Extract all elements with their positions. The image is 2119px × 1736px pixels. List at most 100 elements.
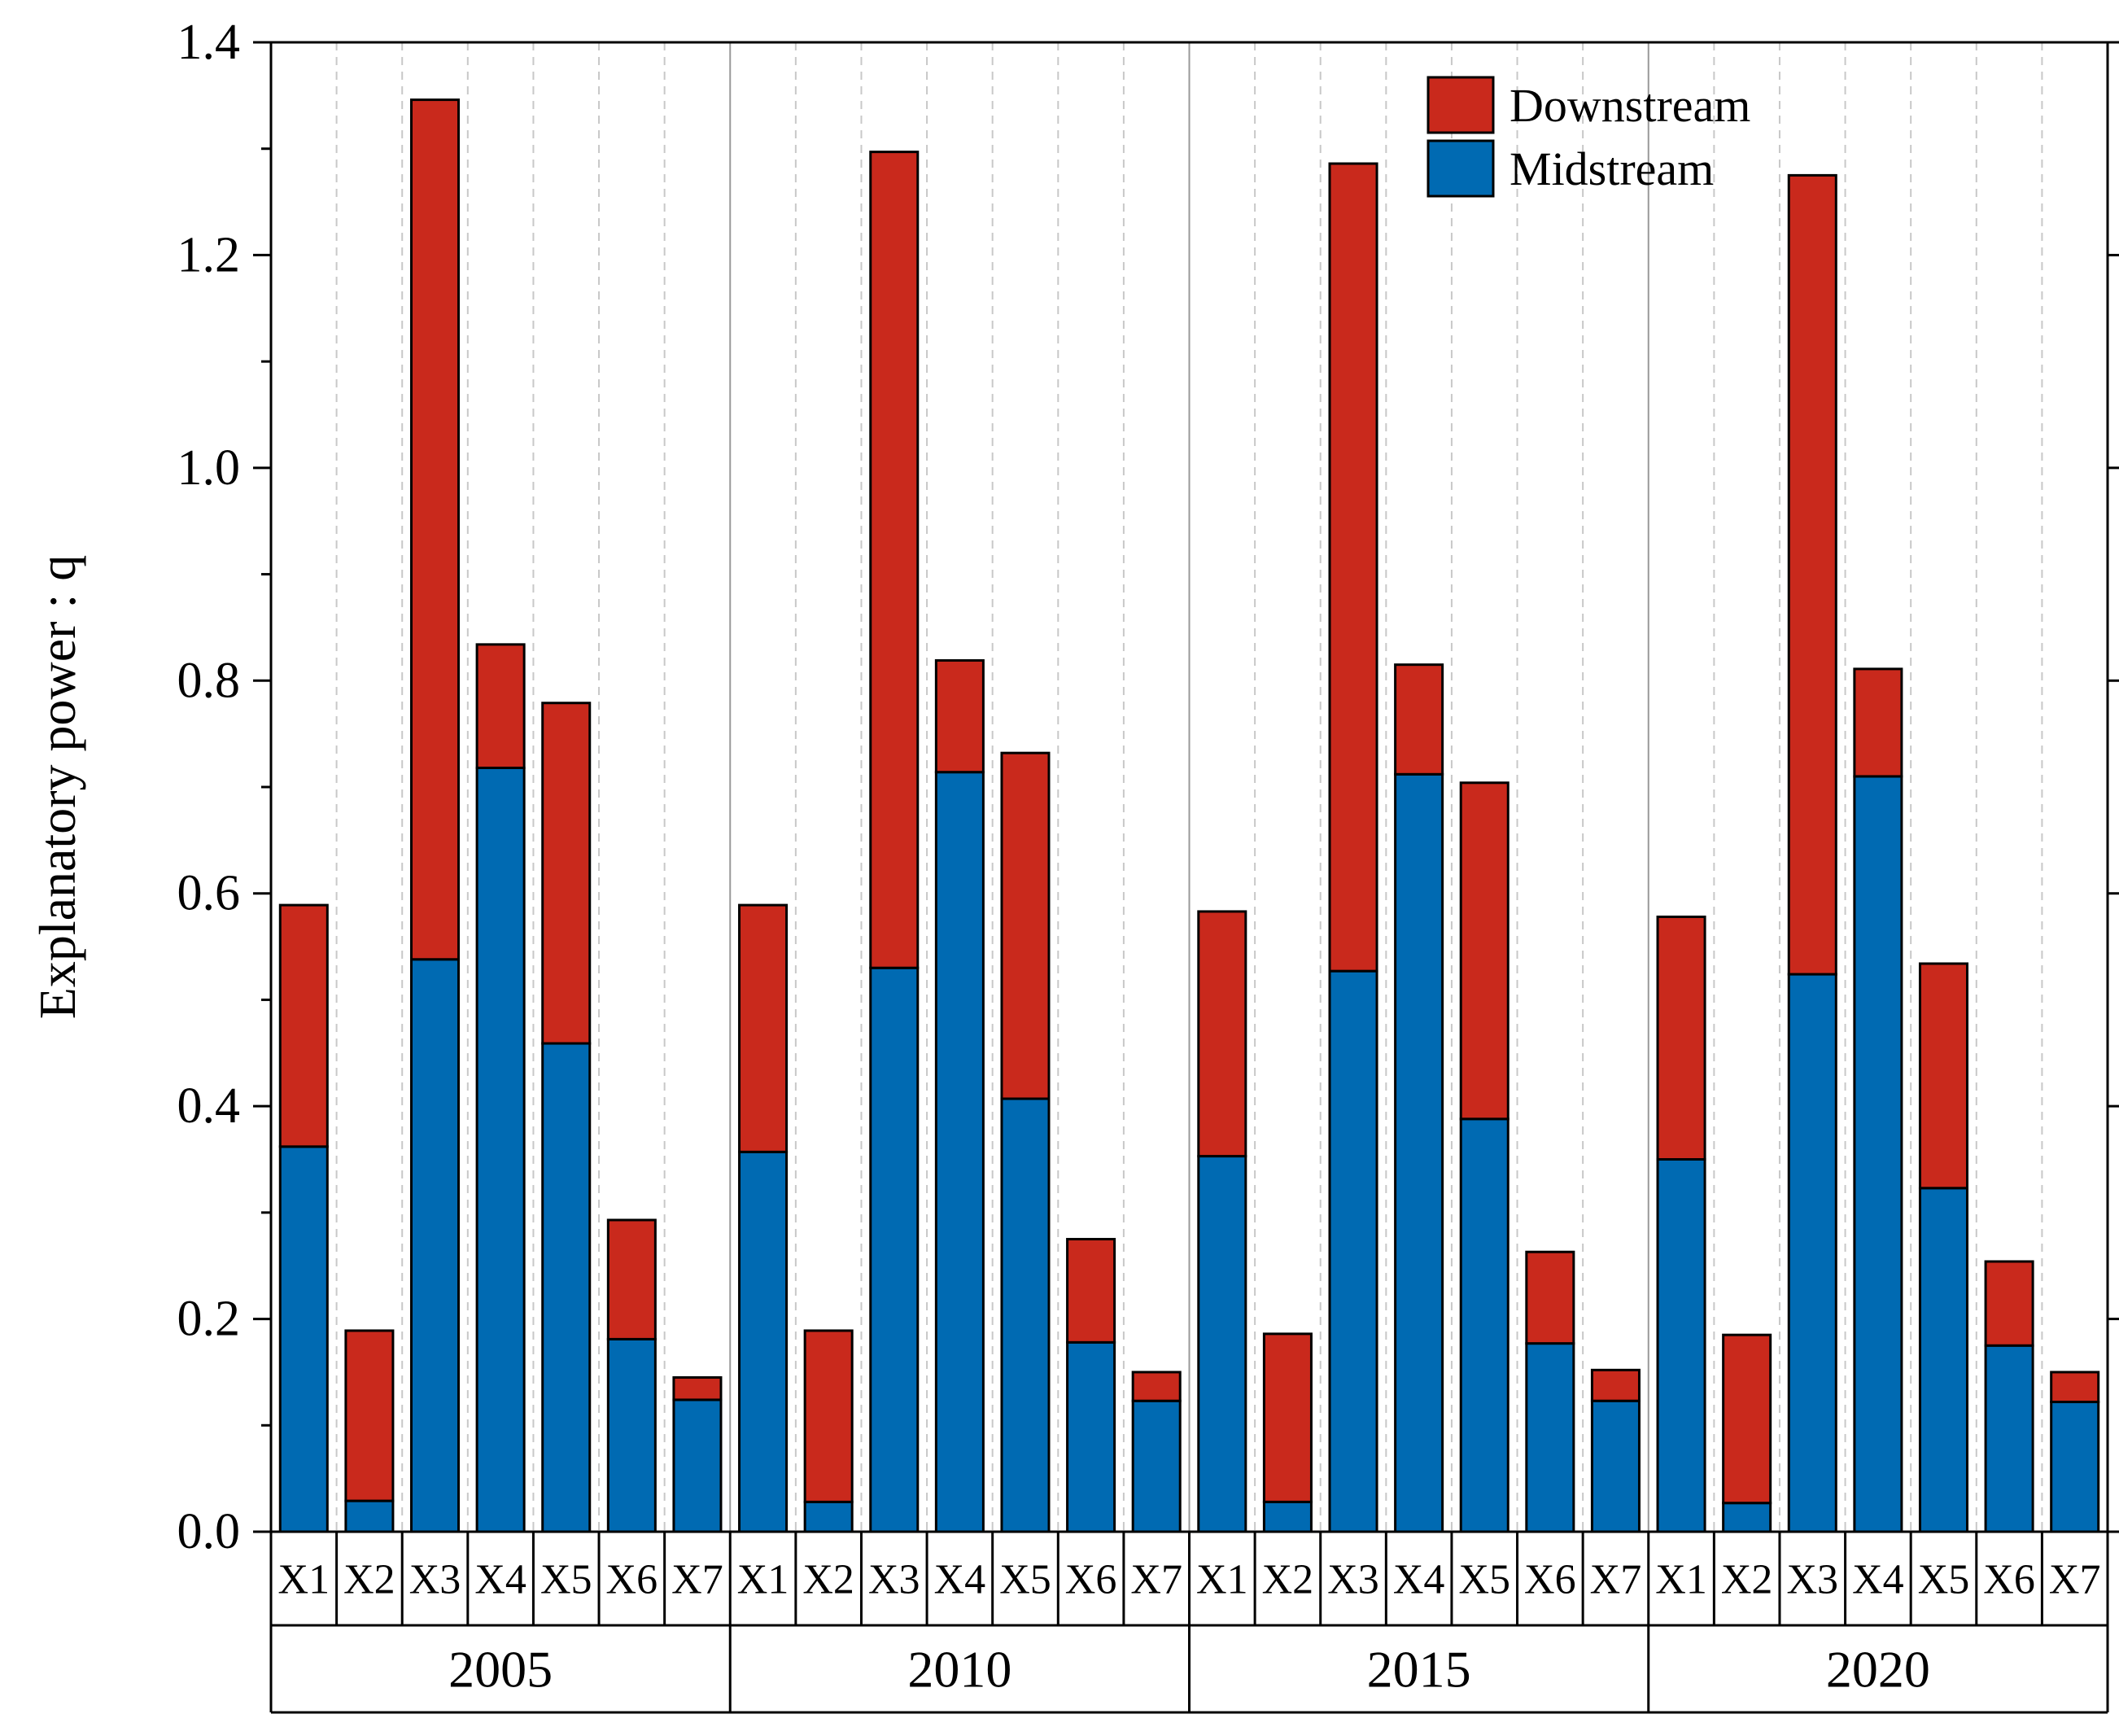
bar-midstream-2010-X6 [1066,1340,1116,1533]
legend: Downstream Midstream [1427,76,1750,198]
bar-midstream-2010-X2 [803,1500,854,1533]
bar-midstream-2015-X7 [1590,1399,1641,1533]
y-tick-label: 0.6 [177,866,241,921]
bar-downstream-2020-X2 [1722,1333,1772,1505]
bar-midstream-2015-X2 [1262,1500,1313,1533]
category-label: X6 [1983,1557,2035,1603]
bar-downstream-2010-X4 [934,658,985,774]
bar-midstream-2005-X7 [672,1398,723,1533]
bar-midstream-2015-X6 [1525,1342,1575,1533]
category-label: X7 [671,1557,723,1603]
bar-midstream-2020-X5 [1918,1187,1969,1533]
bar-downstream-2020-X5 [1918,962,1969,1190]
bar-downstream-2005-X2 [344,1329,395,1502]
bar-downstream-2020-X4 [1853,667,1903,778]
category-label: X2 [343,1557,395,1603]
group-label: 2010 [907,1641,1011,1699]
category-label: X1 [1655,1557,1707,1603]
axes [253,41,2119,1714]
category-label: X3 [409,1557,461,1603]
category-label: X2 [1262,1557,1314,1603]
bar-midstream-2020-X3 [1787,973,1837,1533]
group-label: 2020 [1826,1641,1930,1699]
bar-midstream-2010-X4 [934,771,985,1533]
bar-midstream-2020-X7 [2050,1401,2100,1533]
bar-midstream-2005-X5 [541,1042,592,1533]
bar-midstream-2015-X3 [1328,969,1378,1533]
legend-label-midstream: Midstream [1510,142,1714,195]
bar-midstream-2010-X3 [869,966,920,1533]
bar-midstream-2010-X7 [1131,1399,1182,1533]
bar-midstream-2010-X5 [1000,1097,1051,1533]
bar-downstream-2010-X1 [738,903,789,1153]
bar-downstream-2010-X2 [803,1329,854,1503]
group-label: 2015 [1367,1641,1471,1699]
category-label: X2 [802,1557,854,1603]
y-tick-label: 1.0 [177,440,241,496]
bar-downstream-2015-X3 [1328,162,1378,973]
bar-downstream-2020-X3 [1787,173,1837,976]
category-label: X1 [737,1557,789,1603]
y-axis-title: Explanatory power : q [28,555,86,1020]
bar-downstream-2010-X7 [1131,1371,1182,1402]
grid-lines [335,42,2043,1532]
group-label: 2005 [448,1641,553,1699]
bar-downstream-2015-X1 [1197,910,1247,1158]
category-label: X3 [868,1557,920,1603]
legend-swatch-midstream [1427,139,1495,198]
bar-midstream-2005-X3 [409,958,461,1533]
bar-downstream-2020-X7 [2050,1371,2100,1404]
bar-downstream-2005-X4 [475,643,526,769]
y-tick-label: 1.4 [177,15,241,70]
bar-downstream-2015-X5 [1459,781,1510,1121]
category-label: X5 [1458,1557,1510,1603]
bar-midstream-2020-X4 [1853,775,1903,1533]
category-label: X3 [1786,1557,1838,1603]
category-label: X5 [1918,1557,1970,1603]
bar-downstream-2015-X2 [1262,1332,1313,1503]
category-label: X7 [1590,1557,1642,1603]
category-label: X6 [606,1557,658,1603]
category-label: X4 [934,1557,986,1603]
legend-label-downstream: Downstream [1510,79,1750,132]
category-label: X3 [1327,1557,1379,1603]
bar-midstream-2010-X1 [738,1150,789,1533]
y-tick-label: 0.0 [177,1504,241,1559]
category-label: X5 [540,1557,592,1603]
bar-downstream-2020-X1 [1656,915,1706,1161]
y-tick-label: 0.8 [177,653,241,708]
bar-downstream-2015-X7 [1590,1368,1641,1402]
bar-midstream-2015-X1 [1197,1155,1247,1533]
bar-downstream-2015-X6 [1525,1250,1575,1345]
bar-downstream-2005-X6 [606,1218,657,1340]
bar-midstream-2020-X1 [1656,1158,1706,1533]
category-label: X4 [1393,1557,1445,1603]
bar-downstream-2005-X1 [278,903,329,1148]
y-tick-label: 0.2 [177,1292,241,1347]
y-tick-label: 0.4 [177,1078,241,1134]
category-label: X1 [1196,1557,1248,1603]
bar-midstream-2005-X4 [475,766,526,1533]
bar-midstream-2005-X2 [344,1499,395,1533]
bar-midstream-2020-X6 [1984,1344,2034,1533]
category-label: X4 [474,1557,526,1603]
bar-downstream-2010-X6 [1066,1238,1116,1344]
bar-midstream-2020-X2 [1722,1502,1772,1533]
category-label: X7 [1130,1557,1182,1603]
category-label: X5 [999,1557,1051,1603]
bar-downstream-2020-X6 [1984,1260,2034,1347]
bar-downstream-2010-X5 [1000,751,1051,1100]
axis-labels: 0.0 0.2 0.4 0.6 0.8 1.0 1.2 1.4 X1 X2 X3 X4 X5 X6 X7 X1… [177,15,2101,1699]
bar-midstream-2005-X1 [278,1145,329,1533]
category-label: X6 [1065,1557,1117,1603]
category-label: X2 [1721,1557,1773,1603]
bar-midstream-2015-X4 [1394,772,1444,1533]
legend-swatch-downstream [1427,76,1495,134]
bar-downstream-2015-X4 [1394,663,1444,776]
bar-midstream-2015-X5 [1459,1117,1510,1533]
bar-downstream-2005-X7 [672,1375,723,1401]
bar-downstream-2005-X3 [409,98,461,961]
bar-marks [278,98,2100,1533]
